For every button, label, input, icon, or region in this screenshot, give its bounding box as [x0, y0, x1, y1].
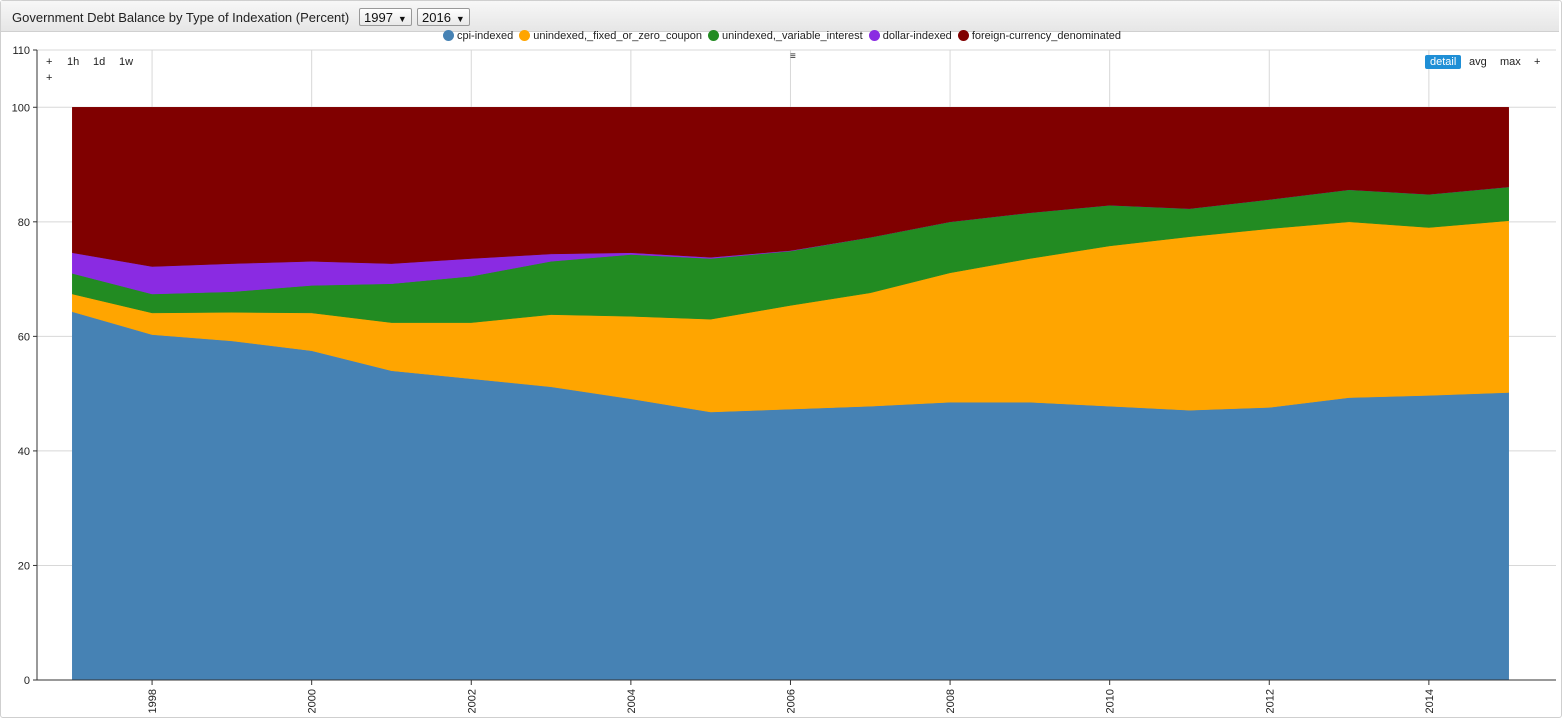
x-tick-label: 2006	[785, 689, 797, 713]
zoom-in-button-secondary[interactable]: +	[46, 72, 53, 84]
range-1h-button[interactable]: 1h	[67, 56, 80, 68]
y-tick-label: 80	[18, 217, 30, 229]
legend-dot-icon	[708, 30, 720, 42]
x-tick-label: 1998	[147, 689, 159, 713]
x-tick-label: 2012	[1264, 689, 1276, 713]
legend-dot-icon	[519, 30, 531, 42]
y-tick-label: 110	[12, 45, 30, 57]
end-year-value: 2016	[422, 10, 451, 25]
detail-mode-button[interactable]: detail	[1425, 55, 1462, 69]
x-tick-label: 2004	[626, 689, 638, 713]
x-tick-label: 2008	[945, 689, 957, 713]
chevron-down-icon: ▼	[397, 14, 407, 24]
x-tick-label: 2010	[1105, 689, 1117, 713]
range-1w-button[interactable]: 1w	[119, 56, 134, 68]
y-tick-label: 0	[24, 675, 30, 687]
legend-label: foreign-currency_denominated	[971, 30, 1122, 43]
zoom-in-button[interactable]: +	[46, 56, 53, 68]
range-1d-button[interactable]: 1d	[93, 56, 106, 68]
legend-label: unindexed,_fixed_or_zero_coupon	[533, 30, 703, 43]
avg-mode-button[interactable]: avg	[1469, 56, 1487, 68]
start-year-select[interactable]: 1997 ▼	[359, 8, 412, 26]
legend-dot-icon	[442, 30, 454, 42]
legend-label: unindexed,_variable_interest	[722, 30, 863, 43]
legend-dot-icon	[957, 30, 969, 42]
legend-label: dollar-indexed	[882, 30, 952, 43]
y-tick-label: 20	[18, 560, 30, 572]
menu-icon[interactable]: ≡	[790, 51, 796, 62]
legend-dot-icon	[868, 30, 880, 42]
add-button[interactable]: +	[1534, 56, 1541, 68]
x-tick-label: 2000	[307, 689, 319, 713]
chevron-down-icon: ▼	[455, 14, 465, 24]
y-tick-label: 40	[18, 446, 30, 458]
y-tick-label: 60	[18, 331, 30, 343]
max-mode-button[interactable]: max	[1500, 56, 1521, 68]
start-year-value: 1997	[364, 10, 393, 25]
legend-label: cpi-indexed	[456, 30, 514, 43]
legend-item[interactable]: foreign-currency_denominated	[957, 30, 1122, 43]
chart-title: Government Debt Balance by Type of Index…	[12, 10, 350, 25]
chart-toolbar: Government Debt Balance by Type of Index…	[1, 1, 1559, 32]
legend-item[interactable]: dollar-indexed	[868, 30, 952, 43]
legend-item[interactable]: cpi-indexed	[442, 30, 514, 43]
area-series-foreign-currency_denominated	[72, 107, 1509, 267]
y-tick-label: 100	[12, 102, 30, 114]
legend-item[interactable]: unindexed,_fixed_or_zero_coupon	[519, 30, 702, 42]
x-tick-label: 2002	[466, 689, 478, 713]
x-tick-label: 2014	[1424, 689, 1436, 713]
chart-legend: cpi-indexed unindexed,_fixed_or_zero_coup…	[0, 30, 1564, 44]
legend-item[interactable]: unindexed,_variable_interest	[708, 30, 863, 42]
end-year-select[interactable]: 2016 ▼	[417, 8, 470, 26]
